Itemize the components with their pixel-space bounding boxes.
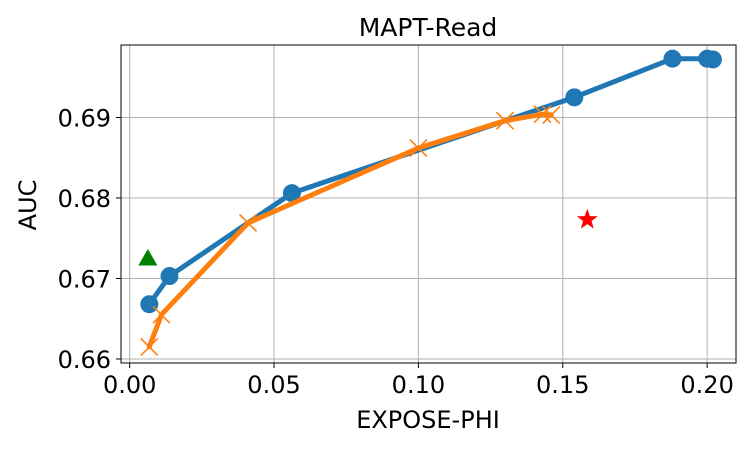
data-point-circle — [160, 267, 179, 286]
chart-title: MAPT-Read — [359, 13, 498, 42]
data-point-circle — [663, 49, 682, 68]
x-tick-label: 0.15 — [536, 371, 589, 399]
y-tick-label: 0.68 — [58, 185, 111, 213]
plot-frame — [120, 44, 737, 364]
y-tick-label: 0.69 — [58, 104, 111, 132]
y-axis-label: AUC — [14, 180, 42, 231]
data-point-star — [576, 208, 598, 229]
series-layer — [138, 49, 722, 356]
data-point-x — [542, 105, 561, 125]
x-tick-label: 0.20 — [680, 371, 733, 399]
data-point-x — [238, 213, 258, 232]
x-axis-label: EXPOSE-PHI — [356, 406, 500, 434]
series-1 — [140, 49, 722, 314]
data-point-x — [152, 305, 171, 324]
y-tick-label: 0.67 — [58, 265, 111, 293]
data-point-circle — [282, 184, 301, 203]
data-point-circle — [140, 295, 159, 314]
data-point-x — [533, 105, 552, 124]
x-tick-label: 0.00 — [103, 371, 156, 399]
series-2 — [140, 105, 561, 356]
data-point-circle — [703, 50, 722, 69]
y-tick-label: 0.66 — [58, 346, 111, 374]
ticks: 0.00 0.05 0.10 0.15 0.20 0.66 0.67 0.68 0.69 — [58, 104, 734, 399]
data-point-circle — [565, 88, 584, 107]
data-point-triangle — [138, 248, 158, 266]
x-tick-label: 0.05 — [247, 371, 300, 399]
x-tick-label: 0.10 — [392, 371, 445, 399]
data-point-x — [409, 138, 428, 158]
data-point-x — [495, 111, 515, 130]
data-point-x — [140, 337, 159, 356]
